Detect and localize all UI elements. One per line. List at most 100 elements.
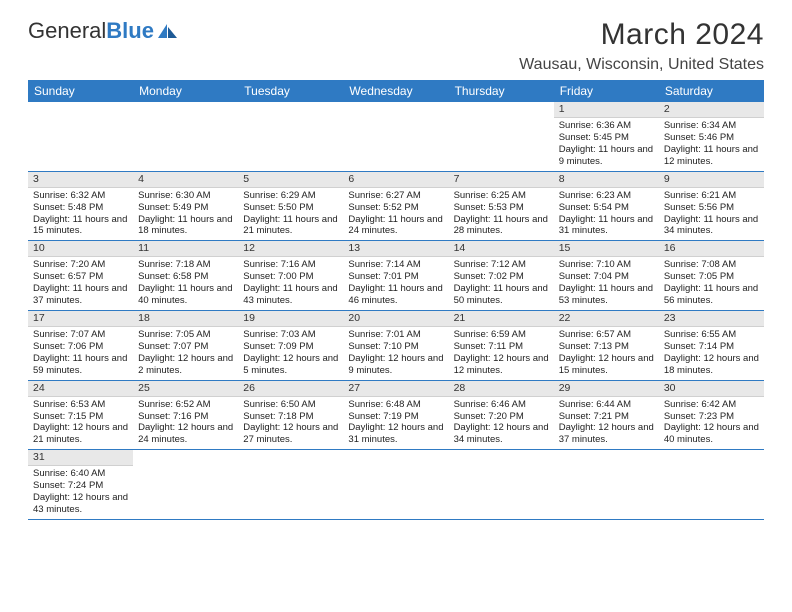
sunset-line: Sunset: 7:01 PM: [348, 271, 443, 283]
daylight-line: Daylight: 11 hours and 40 minutes.: [138, 283, 233, 307]
calendar-day-cell: 9Sunrise: 6:21 AMSunset: 5:56 PMDaylight…: [659, 171, 764, 241]
sunrise-line: Sunrise: 7:05 AM: [138, 329, 233, 341]
sunset-line: Sunset: 5:56 PM: [664, 202, 759, 214]
daylight-line: Daylight: 12 hours and 18 minutes.: [664, 353, 759, 377]
day-number: 19: [238, 311, 343, 327]
calendar-day-cell: 14Sunrise: 7:12 AMSunset: 7:02 PMDayligh…: [449, 241, 554, 311]
sunset-line: Sunset: 5:46 PM: [664, 132, 759, 144]
day-number: 1: [554, 102, 659, 118]
sunset-line: Sunset: 5:49 PM: [138, 202, 233, 214]
logo-sail-icon: [157, 22, 179, 40]
day-details: Sunrise: 6:23 AMSunset: 5:54 PMDaylight:…: [554, 188, 659, 241]
sunset-line: Sunset: 7:00 PM: [243, 271, 338, 283]
day-details: Sunrise: 6:52 AMSunset: 7:16 PMDaylight:…: [133, 397, 238, 450]
calendar-day-cell: 30Sunrise: 6:42 AMSunset: 7:23 PMDayligh…: [659, 380, 764, 450]
day-details: Sunrise: 7:03 AMSunset: 7:09 PMDaylight:…: [238, 327, 343, 380]
sunset-line: Sunset: 5:50 PM: [243, 202, 338, 214]
calendar-empty-cell: [659, 450, 764, 520]
sunrise-line: Sunrise: 7:18 AM: [138, 259, 233, 271]
calendar-empty-cell: [449, 450, 554, 520]
day-number: 8: [554, 172, 659, 188]
calendar-day-cell: 21Sunrise: 6:59 AMSunset: 7:11 PMDayligh…: [449, 310, 554, 380]
day-details: Sunrise: 7:18 AMSunset: 6:58 PMDaylight:…: [133, 257, 238, 310]
calendar-body: 1Sunrise: 6:36 AMSunset: 5:45 PMDaylight…: [28, 102, 764, 519]
weekday-header: Thursday: [449, 80, 554, 102]
sunset-line: Sunset: 6:58 PM: [138, 271, 233, 283]
calendar-empty-cell: [28, 102, 133, 171]
day-details: Sunrise: 6:44 AMSunset: 7:21 PMDaylight:…: [554, 397, 659, 450]
sunset-line: Sunset: 7:19 PM: [348, 411, 443, 423]
daylight-line: Daylight: 11 hours and 21 minutes.: [243, 214, 338, 238]
day-number: 23: [659, 311, 764, 327]
day-number: 26: [238, 381, 343, 397]
sunset-line: Sunset: 7:23 PM: [664, 411, 759, 423]
sunrise-line: Sunrise: 7:14 AM: [348, 259, 443, 271]
calendar-day-cell: 19Sunrise: 7:03 AMSunset: 7:09 PMDayligh…: [238, 310, 343, 380]
day-number: 25: [133, 381, 238, 397]
sunrise-line: Sunrise: 6:53 AM: [33, 399, 128, 411]
sunset-line: Sunset: 7:13 PM: [559, 341, 654, 353]
day-number: 24: [28, 381, 133, 397]
day-number: 11: [133, 241, 238, 257]
day-details: Sunrise: 6:32 AMSunset: 5:48 PMDaylight:…: [28, 188, 133, 241]
sunrise-line: Sunrise: 6:27 AM: [348, 190, 443, 202]
sunrise-line: Sunrise: 6:42 AM: [664, 399, 759, 411]
daylight-line: Daylight: 11 hours and 12 minutes.: [664, 144, 759, 168]
sunrise-line: Sunrise: 6:52 AM: [138, 399, 233, 411]
calendar-day-cell: 17Sunrise: 7:07 AMSunset: 7:06 PMDayligh…: [28, 310, 133, 380]
day-number: 3: [28, 172, 133, 188]
sunset-line: Sunset: 7:04 PM: [559, 271, 654, 283]
sunrise-line: Sunrise: 6:21 AM: [664, 190, 759, 202]
sunrise-line: Sunrise: 6:50 AM: [243, 399, 338, 411]
daylight-line: Daylight: 11 hours and 18 minutes.: [138, 214, 233, 238]
page-title: March 2024: [519, 18, 764, 52]
daylight-line: Daylight: 12 hours and 37 minutes.: [559, 422, 654, 446]
calendar-day-cell: 25Sunrise: 6:52 AMSunset: 7:16 PMDayligh…: [133, 380, 238, 450]
sunset-line: Sunset: 7:10 PM: [348, 341, 443, 353]
day-details: Sunrise: 6:21 AMSunset: 5:56 PMDaylight:…: [659, 188, 764, 241]
day-details: Sunrise: 6:29 AMSunset: 5:50 PMDaylight:…: [238, 188, 343, 241]
day-details: Sunrise: 7:20 AMSunset: 6:57 PMDaylight:…: [28, 257, 133, 310]
day-details: Sunrise: 7:05 AMSunset: 7:07 PMDaylight:…: [133, 327, 238, 380]
sunset-line: Sunset: 7:18 PM: [243, 411, 338, 423]
sunrise-line: Sunrise: 6:44 AM: [559, 399, 654, 411]
sunset-line: Sunset: 5:53 PM: [454, 202, 549, 214]
day-number: 4: [133, 172, 238, 188]
day-details: Sunrise: 7:12 AMSunset: 7:02 PMDaylight:…: [449, 257, 554, 310]
day-number: 30: [659, 381, 764, 397]
day-details: Sunrise: 7:08 AMSunset: 7:05 PMDaylight:…: [659, 257, 764, 310]
day-number: 22: [554, 311, 659, 327]
calendar-day-cell: 27Sunrise: 6:48 AMSunset: 7:19 PMDayligh…: [343, 380, 448, 450]
day-number: 9: [659, 172, 764, 188]
sunrise-line: Sunrise: 6:30 AM: [138, 190, 233, 202]
sunrise-line: Sunrise: 6:25 AM: [454, 190, 549, 202]
day-details: Sunrise: 6:57 AMSunset: 7:13 PMDaylight:…: [554, 327, 659, 380]
day-number: 14: [449, 241, 554, 257]
day-details: Sunrise: 7:01 AMSunset: 7:10 PMDaylight:…: [343, 327, 448, 380]
calendar-day-cell: 26Sunrise: 6:50 AMSunset: 7:18 PMDayligh…: [238, 380, 343, 450]
daylight-line: Daylight: 11 hours and 28 minutes.: [454, 214, 549, 238]
sunrise-line: Sunrise: 7:01 AM: [348, 329, 443, 341]
sunrise-line: Sunrise: 7:20 AM: [33, 259, 128, 271]
daylight-line: Daylight: 12 hours and 43 minutes.: [33, 492, 128, 516]
weekday-header: Tuesday: [238, 80, 343, 102]
sunrise-line: Sunrise: 6:57 AM: [559, 329, 654, 341]
sunrise-line: Sunrise: 6:34 AM: [664, 120, 759, 132]
sunrise-line: Sunrise: 7:12 AM: [454, 259, 549, 271]
sunset-line: Sunset: 6:57 PM: [33, 271, 128, 283]
calendar-empty-cell: [343, 450, 448, 520]
logo-text-2: Blue: [106, 18, 154, 44]
day-number: 20: [343, 311, 448, 327]
day-details: Sunrise: 6:48 AMSunset: 7:19 PMDaylight:…: [343, 397, 448, 450]
calendar-day-cell: 20Sunrise: 7:01 AMSunset: 7:10 PMDayligh…: [343, 310, 448, 380]
sunset-line: Sunset: 7:21 PM: [559, 411, 654, 423]
daylight-line: Daylight: 12 hours and 12 minutes.: [454, 353, 549, 377]
sunset-line: Sunset: 7:07 PM: [138, 341, 233, 353]
day-details: Sunrise: 6:53 AMSunset: 7:15 PMDaylight:…: [28, 397, 133, 450]
daylight-line: Daylight: 12 hours and 31 minutes.: [348, 422, 443, 446]
sunrise-line: Sunrise: 7:08 AM: [664, 259, 759, 271]
sunrise-line: Sunrise: 7:03 AM: [243, 329, 338, 341]
daylight-line: Daylight: 11 hours and 9 minutes.: [559, 144, 654, 168]
sunrise-line: Sunrise: 6:48 AM: [348, 399, 443, 411]
calendar-day-cell: 16Sunrise: 7:08 AMSunset: 7:05 PMDayligh…: [659, 241, 764, 311]
